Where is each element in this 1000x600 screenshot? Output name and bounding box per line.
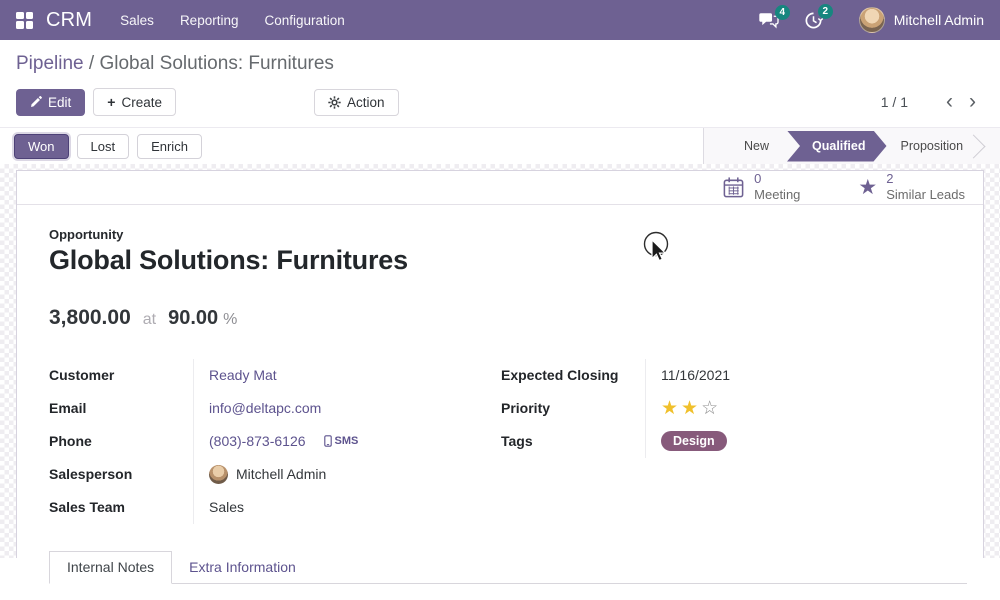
star-icon: ★ [858,175,878,199]
stage-proposition[interactable]: Proposition [900,139,964,153]
stage-new[interactable]: New [744,139,770,153]
activities-badge: 2 [817,3,833,19]
expected-closing-value[interactable]: 11/16/2021 [661,367,731,383]
field-email: Email info@deltapc.com [49,391,501,425]
calendar-icon [723,177,744,198]
won-button[interactable]: Won [14,133,69,159]
breadcrumb-separator: / [88,53,95,74]
email-label: Email [49,400,87,416]
phone-label: Phone [49,433,92,449]
mobile-phone-icon [323,435,332,447]
salesperson-value[interactable]: Mitchell Admin [236,466,327,482]
field-phone: Phone (803)-873-6126 SMS [49,424,501,458]
menu-sales[interactable]: Sales [120,12,154,28]
lost-button[interactable]: Lost [76,133,130,159]
similar-leads-count: 2 [886,171,894,186]
priority-star-2-icon[interactable]: ★ [681,397,699,419]
field-column-right: Expected Closing 11/16/2021 Priority ★ ★… [501,358,953,524]
sales-team-label: Sales Team [49,499,126,515]
stage-pipeline: New Qualified Proposition Won [703,128,1000,164]
pager-prev-icon[interactable]: ‹ [946,90,953,113]
pencil-icon [31,96,42,108]
similar-leads-label: Similar Leads [886,187,965,203]
priority-label: Priority [501,400,551,416]
menu-configuration[interactable]: Configuration [264,12,345,28]
email-value-link[interactable]: info@deltapc.com [209,400,322,416]
tab-extra-information[interactable]: Extra Information [189,558,296,575]
record-type-label: Opportunity [49,226,124,242]
expected-revenue: 3,800.00 [49,305,131,329]
field-salesperson: Salesperson Mitchell Admin [49,457,501,491]
statusbar: Won Lost Enrich New Qualified Propositio… [0,127,1000,164]
percent-sign: % [223,310,238,328]
customer-label: Customer [49,367,115,383]
probability-value: 90.00 [168,306,219,329]
meeting-label: Meeting [754,187,801,203]
similar-leads-stat-button[interactable]: ★ 2 Similar Leads [858,171,965,204]
salesperson-label: Salesperson [49,466,133,482]
meeting-count: 0 [754,171,762,186]
tag-design[interactable]: Design [661,431,727,451]
action-button-label: Action [346,94,385,110]
control-panel: Pipeline / Global Solutions: Furnitures … [0,40,1000,127]
field-customer: Customer Ready Mat [49,358,501,392]
create-button-label: Create [121,94,162,110]
menu-reporting[interactable]: Reporting [179,12,239,28]
field-sales-team: Sales Team Sales [49,490,501,524]
create-button[interactable]: + Create [93,88,176,116]
breadcrumb: Pipeline / Global Solutions: Furnitures [16,53,984,75]
salesperson-avatar [209,464,228,484]
field-column-left: Customer Ready Mat Email info@deltapc.co… [49,358,501,524]
form-sheet: Opportunity Global Solutions: Furnitures… [17,205,983,584]
form-background: 0 Meeting ★ 2 Similar Leads Opportunity … [0,164,1000,584]
priority-star-1-icon[interactable]: ★ [661,397,679,419]
phone-value-link[interactable]: (803)-873-6126 [209,433,306,449]
stage-chevron-icon [961,133,986,159]
notebook-tabs: Internal Notes Extra Information [49,550,967,584]
app-name[interactable]: CRM [46,8,93,31]
edit-button[interactable]: Edit [16,88,86,116]
apps-menu-icon[interactable] [16,11,33,29]
edit-button-label: Edit [48,94,72,110]
enrich-button[interactable]: Enrich [137,133,202,159]
amount-row: 3,800.00 at 90.00 % [49,306,967,330]
pager-next-icon[interactable]: › [969,90,976,113]
pager-count: 1 / 1 [880,94,908,110]
messages-badge: 4 [774,4,790,20]
messages-icon[interactable]: 4 [759,4,790,29]
record-card: 0 Meeting ★ 2 Similar Leads Opportunity … [16,170,984,584]
breadcrumb-current: Global Solutions: Furnitures [99,53,334,74]
sms-button[interactable]: SMS [323,435,359,447]
meeting-stat-button[interactable]: 0 Meeting [722,171,800,204]
stage-won[interactable]: Won [986,139,1000,153]
tab-internal-notes[interactable]: Internal Notes [49,550,173,584]
breadcrumb-pipeline-link[interactable]: Pipeline [16,53,84,74]
sms-label: SMS [334,435,359,447]
gear-icon [328,95,341,109]
at-label: at [142,310,157,328]
plus-icon: + [107,94,116,110]
record-title: Global Solutions: Furnitures [49,244,408,275]
top-navbar: CRM Sales Reporting Configuration 4 2 Mi… [0,0,1000,40]
user-name[interactable]: Mitchell Admin [893,12,984,28]
user-avatar[interactable] [858,7,885,33]
action-button[interactable]: Action [313,88,399,116]
field-grid: Customer Ready Mat Email info@deltapc.co… [49,358,967,524]
priority-star-3-icon[interactable]: ☆ [701,397,719,419]
customer-value-link[interactable]: Ready Mat [209,367,277,383]
expected-closing-label: Expected Closing [501,367,619,383]
tags-label: Tags [501,433,533,449]
field-expected-closing: Expected Closing 11/16/2021 [501,358,953,392]
stat-button-bar: 0 Meeting ★ 2 Similar Leads [17,171,983,205]
stage-qualified-active[interactable]: Qualified [787,131,886,162]
field-priority: Priority ★ ★ ☆ [501,391,953,425]
pager: 1 / 1 ‹ › [880,90,984,113]
field-tags: Tags Design [501,424,953,458]
sales-team-value[interactable]: Sales [209,499,245,515]
activities-icon[interactable]: 2 [804,3,833,30]
